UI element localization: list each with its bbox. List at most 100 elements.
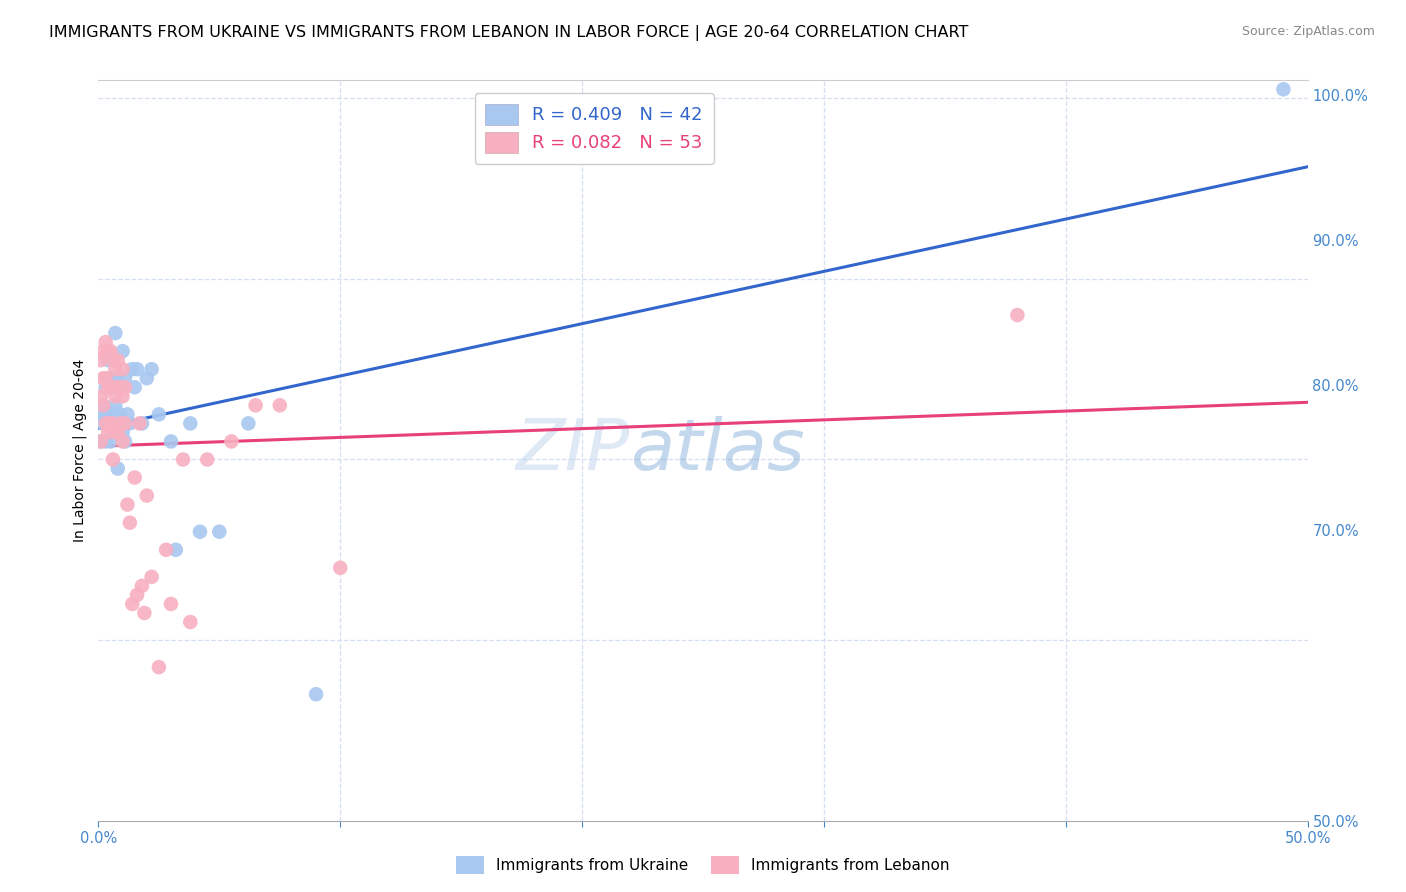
Point [111, 344, 134, 359]
Point [141, 362, 163, 376]
Point [114, 417, 136, 431]
Point [94, 434, 117, 449]
Point [104, 362, 127, 376]
Point [100, 344, 122, 359]
Point [134, 606, 156, 620]
Point [108, 417, 131, 431]
Point [269, 398, 291, 412]
Point [91, 398, 114, 412]
Point [135, 489, 157, 503]
Point [107, 408, 129, 422]
Point [104, 326, 127, 340]
Point [97, 425, 120, 440]
Point [172, 452, 194, 467]
Point [111, 425, 134, 440]
Point [114, 434, 136, 449]
Point [135, 371, 157, 385]
Point [114, 380, 136, 394]
Legend: Immigrants from Ukraine, Immigrants from Lebanon: Immigrants from Ukraine, Immigrants from… [450, 850, 956, 880]
Point [100, 371, 122, 385]
Point [117, 408, 139, 422]
Y-axis label: In Labor Force | Age 20-64: In Labor Force | Age 20-64 [73, 359, 87, 542]
Point [111, 362, 134, 376]
Point [179, 417, 201, 431]
Point [111, 434, 134, 449]
Point [107, 461, 129, 475]
Point [94, 408, 117, 422]
Point [101, 417, 124, 431]
Point [118, 516, 141, 530]
Point [1007, 308, 1029, 322]
Point [94, 371, 117, 385]
Point [97, 344, 120, 359]
Point [195, 452, 218, 467]
Point [94, 380, 117, 394]
Point [148, 660, 170, 674]
Point [104, 425, 127, 440]
Point [94, 335, 117, 350]
Point [90, 434, 112, 449]
Point [121, 362, 143, 376]
Point [305, 687, 328, 701]
Text: IMMIGRANTS FROM UKRAINE VS IMMIGRANTS FROM LEBANON IN LABOR FORCE | AGE 20-64 CO: IMMIGRANTS FROM UKRAINE VS IMMIGRANTS FR… [49, 25, 969, 41]
Point [1272, 82, 1295, 96]
Point [108, 408, 131, 422]
Point [160, 597, 183, 611]
Point [91, 344, 114, 359]
Point [108, 380, 131, 394]
Point [117, 498, 139, 512]
Point [94, 417, 117, 431]
Point [245, 398, 267, 412]
Point [91, 417, 114, 431]
Point [100, 434, 122, 449]
Point [107, 425, 129, 440]
Point [131, 579, 153, 593]
Point [131, 417, 153, 431]
Point [128, 417, 150, 431]
Point [329, 561, 352, 575]
Point [114, 371, 136, 385]
Point [124, 470, 146, 484]
Legend: R = 0.409   N = 42, R = 0.082   N = 53: R = 0.409 N = 42, R = 0.082 N = 53 [475, 93, 714, 163]
Point [141, 570, 163, 584]
Point [179, 615, 201, 629]
Point [118, 417, 141, 431]
Point [91, 398, 114, 412]
Point [107, 380, 129, 394]
Point [97, 380, 120, 394]
Point [165, 542, 187, 557]
Point [100, 417, 122, 431]
Point [100, 408, 122, 422]
Point [121, 597, 143, 611]
Point [107, 353, 129, 368]
Point [127, 588, 149, 602]
Point [97, 353, 120, 368]
Point [101, 353, 124, 368]
Point [127, 362, 149, 376]
Point [101, 452, 124, 467]
Point [107, 371, 129, 385]
Point [111, 389, 134, 403]
Point [108, 380, 131, 394]
Text: atlas: atlas [630, 416, 806, 485]
Point [104, 398, 127, 412]
Point [97, 417, 120, 431]
Text: ZIP: ZIP [516, 416, 630, 485]
Point [238, 417, 260, 431]
Point [155, 542, 177, 557]
Point [188, 524, 211, 539]
Point [208, 524, 231, 539]
Point [101, 417, 124, 431]
Point [148, 408, 170, 422]
Point [124, 380, 146, 394]
Point [104, 389, 127, 403]
Point [101, 380, 124, 394]
Point [90, 389, 112, 403]
Point [90, 353, 112, 368]
Text: Source: ZipAtlas.com: Source: ZipAtlas.com [1241, 25, 1375, 38]
Point [90, 408, 112, 422]
Point [101, 380, 124, 394]
Point [100, 380, 122, 394]
Point [90, 434, 112, 449]
Point [221, 434, 243, 449]
